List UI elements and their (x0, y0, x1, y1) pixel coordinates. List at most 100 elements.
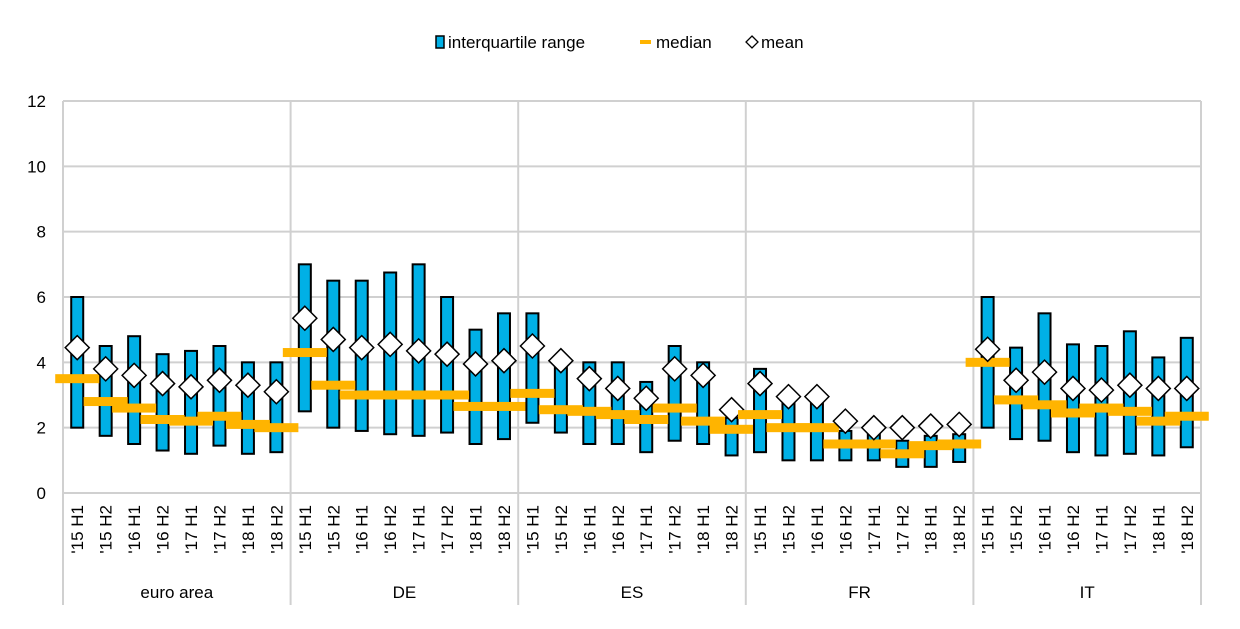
x-tick-label: '18 H1 (922, 505, 941, 554)
iqr-bar (468, 328, 483, 445)
x-tick-label: '18 H2 (495, 505, 514, 554)
x-tick-label: '18 H2 (1178, 505, 1197, 554)
iqr-bar (212, 345, 227, 447)
y-tick-label: 10 (27, 157, 46, 176)
mean-marker (1059, 375, 1087, 402)
x-tick-label: '17 H2 (210, 505, 229, 554)
iqr-bar (724, 416, 739, 457)
x-tick-label: '15 H2 (552, 505, 571, 554)
legend-median-label: median (656, 33, 712, 52)
median-mark (225, 419, 270, 429)
median-mark (1164, 411, 1209, 421)
mean-marker (604, 375, 631, 402)
median-mark (396, 390, 441, 400)
median-mark (1050, 408, 1095, 418)
iqr-bar (127, 335, 142, 446)
median-mark (311, 380, 356, 390)
mean-marker (917, 412, 944, 440)
median-mark (1079, 403, 1124, 413)
iqr-bar (184, 349, 199, 455)
x-tick-label: '17 H1 (637, 505, 656, 554)
mean-marker (576, 365, 603, 392)
median-mark (823, 439, 868, 449)
x-tick-label: '16 H1 (1036, 505, 1055, 554)
median-mark (1022, 400, 1067, 410)
iqr-bar (326, 279, 341, 429)
x-tick-label: '18 H1 (694, 505, 713, 554)
mean-marker (1116, 372, 1143, 399)
x-tick-label: '15 H1 (68, 505, 87, 554)
mean-marker (1003, 367, 1030, 394)
mean-marker (832, 408, 859, 435)
x-tick-label: '16 H2 (154, 505, 173, 554)
median-mark (339, 390, 384, 400)
x-tick-label: '18 H2 (950, 505, 969, 554)
mean-marker (348, 334, 375, 361)
x-tick-label: '16 H1 (808, 505, 827, 554)
x-tick-label: '15 H1 (296, 505, 315, 554)
mean-marker (889, 414, 916, 441)
x-tick-label: '18 H1 (467, 505, 486, 554)
group-label: ES (621, 583, 644, 602)
mean-marker (1088, 377, 1115, 404)
iqr-bar (610, 361, 625, 446)
median-mark (425, 390, 470, 400)
x-tick-label: '17 H1 (865, 505, 884, 554)
x-tick-label: '17 H2 (893, 505, 912, 554)
mean-marker (547, 347, 574, 374)
median-mark (567, 406, 612, 416)
group-label: DE (393, 583, 417, 602)
iqr-bar (1009, 346, 1024, 441)
mean-marker (974, 336, 1001, 363)
x-tick-label: '16 H2 (609, 505, 628, 554)
iqr-bar (297, 263, 312, 413)
legend: interquartile range median mean (435, 33, 804, 52)
x-tick-label: '18 H2 (267, 505, 286, 554)
median-mark (368, 390, 413, 400)
legend-iqr-label: interquartile range (448, 33, 585, 52)
median-mark (681, 416, 726, 426)
mean-marker (661, 355, 688, 382)
median-mark (1107, 406, 1152, 416)
x-tick-label: '17 H2 (1121, 505, 1140, 554)
x-tick-label: '16 H1 (580, 505, 599, 554)
mean-marker (405, 337, 432, 364)
legend-mean-marker (745, 35, 759, 49)
iqr-bar (269, 361, 284, 454)
median-mark (766, 423, 811, 433)
median-mark (652, 403, 697, 413)
mean-marker (291, 305, 318, 332)
group-label: IT (1080, 583, 1095, 602)
median-mark (197, 411, 242, 421)
median-mark (510, 388, 555, 398)
y-tick-label: 0 (37, 484, 46, 503)
mean-marker (234, 372, 261, 399)
x-tick-label: '17 H1 (410, 505, 429, 554)
median-mark (851, 439, 896, 449)
median-mark (282, 348, 327, 358)
iqr-bar (155, 353, 170, 452)
mean-marker (746, 370, 774, 397)
mean-marker (519, 332, 546, 360)
mean-marker (690, 362, 717, 389)
median-mark (794, 423, 839, 433)
y-tick-label: 12 (27, 92, 46, 111)
x-tick-label: '15 H2 (324, 505, 343, 554)
mean-marker (177, 373, 205, 400)
mean-marker (92, 355, 119, 382)
median-mark (453, 401, 498, 411)
legend-mean-label: mean (761, 33, 804, 52)
x-tick-label: '15 H1 (979, 505, 998, 554)
x-tick-label: '15 H2 (97, 505, 116, 554)
legend-median-swatch (640, 40, 651, 44)
y-tick-label: 8 (37, 223, 46, 242)
x-tick-label: '16 H1 (125, 505, 144, 554)
iqr-bar (923, 434, 938, 468)
group-label: FR (848, 583, 871, 602)
x-tick-label: '16 H2 (381, 505, 400, 554)
y-tick-label: 2 (37, 419, 46, 438)
mean-marker (718, 396, 745, 423)
x-tick-label: '16 H2 (836, 505, 855, 554)
median-mark (738, 410, 783, 420)
